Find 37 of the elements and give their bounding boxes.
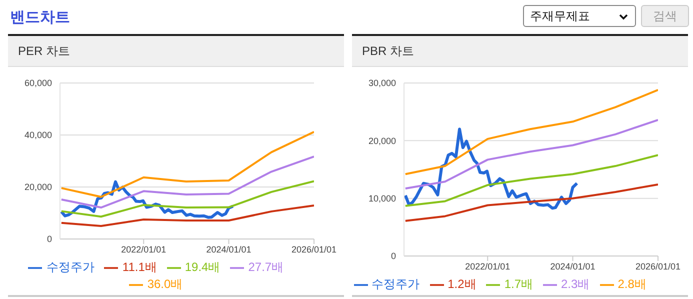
y-tick-label: 60,000	[24, 78, 52, 88]
text: 밴드차트	[10, 8, 70, 27]
legend-label: 19.4배	[184, 260, 220, 274]
chart-title: PBR 차트	[352, 34, 688, 67]
line-series	[404, 183, 658, 222]
y-tick-label: 10,000	[368, 194, 396, 204]
line-series	[404, 88, 658, 176]
line-series	[60, 180, 314, 218]
legend-label: 수정주가	[372, 277, 420, 291]
y-tick-label: 30,000	[368, 78, 396, 88]
line-series	[404, 118, 658, 190]
text: 검색	[641, 5, 689, 27]
x-tick-label: 2026/01/01	[635, 261, 681, 272]
x-tick-label: 2022/01/01	[465, 261, 510, 272]
legend-label: 36.0배	[147, 277, 183, 291]
legend-label: 27.7배	[248, 260, 284, 274]
legend-label: 수정주가	[46, 260, 94, 274]
y-tick-label: 40,000	[24, 130, 52, 140]
legend-label: 11.1배	[122, 260, 157, 274]
legend-label: 2.8배	[618, 277, 646, 291]
legend-label: 1.2배	[448, 277, 476, 291]
line-series	[404, 154, 658, 207]
y-tick-label: 20,000	[24, 182, 52, 192]
chart-title: PER 차트	[8, 34, 344, 67]
x-tick-label: 2024/01/01	[206, 244, 252, 254]
legend-label: 2.3배	[561, 277, 590, 291]
y-tick-label: 0	[46, 234, 52, 244]
y-tick-label: 0	[390, 251, 396, 262]
line-series	[60, 130, 314, 198]
x-tick-label: 2022/01/01	[121, 244, 166, 254]
line-series	[60, 156, 314, 209]
text: 주재무제표	[523, 5, 636, 27]
line-series	[60, 204, 314, 227]
x-tick-label: 2024/01/01	[550, 261, 596, 272]
legend-label: 1.7배	[504, 277, 533, 291]
x-tick-label: 2026/01/01	[291, 244, 337, 254]
y-tick-label: 20,000	[368, 136, 396, 146]
